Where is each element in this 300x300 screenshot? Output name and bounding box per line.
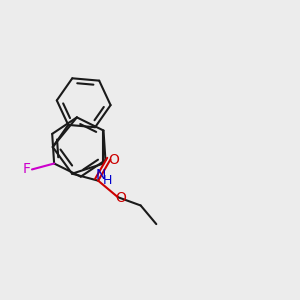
Text: O: O xyxy=(116,191,126,206)
Text: N: N xyxy=(96,168,106,182)
Text: O: O xyxy=(109,153,119,166)
Text: H: H xyxy=(102,173,112,187)
Text: F: F xyxy=(22,162,31,176)
